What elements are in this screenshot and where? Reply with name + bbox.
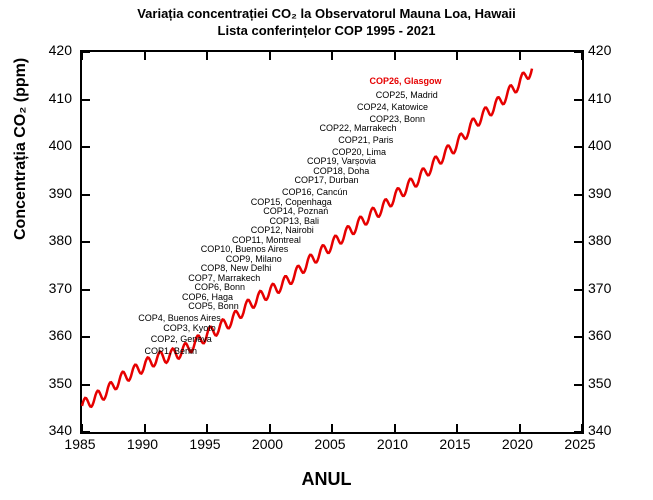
y-tick-label-right: 420 [588, 42, 628, 58]
cop-annotation: COP20, Lima [332, 147, 386, 157]
y-tick-label-right: 390 [588, 185, 628, 201]
y-tick-label: 350 [32, 375, 72, 391]
y-tick-label-right: 410 [588, 90, 628, 106]
y-tick-label-right: 360 [588, 327, 628, 343]
cop-annotation: COP22, Marrakech [320, 123, 397, 133]
cop-annotation: COP26, Glasgow [370, 76, 442, 86]
x-tick-label: 1995 [189, 436, 220, 452]
cop-annotation: COP14, Poznań [263, 206, 328, 216]
cop-annotation: COP7, Marrakech [188, 273, 260, 283]
y-tick-label: 390 [32, 185, 72, 201]
x-tick-label: 1985 [64, 436, 95, 452]
x-axis-label: ANUL [302, 469, 352, 490]
y-tick-label: 380 [32, 232, 72, 248]
cop-annotation: COP5, Bonn [188, 301, 239, 311]
x-tick-label: 2015 [439, 436, 470, 452]
plot-area: COP1, Berlin COP2, GenevaCOP3, KyotoCOP4,… [80, 50, 584, 434]
cop-annotation: COP21, Paris [338, 135, 393, 145]
cop-annotation: COP16, Cancún [282, 187, 348, 197]
cop-annotation: COP1, Berlin [145, 346, 198, 356]
cop-annotation: COP18, Doha [313, 166, 369, 176]
y-tick-label: 420 [32, 42, 72, 58]
y-tick-label-right: 370 [588, 280, 628, 296]
cop-annotation: COP6, Bonn [195, 282, 246, 292]
title-line-1: Variația concentrației CO₂ la Observator… [0, 6, 653, 23]
chart-container: Variația concentrației CO₂ la Observator… [0, 0, 653, 500]
chart-title: Variația concentrației CO₂ la Observator… [0, 0, 653, 40]
cop-annotation: COP3, Kyoto [163, 323, 216, 333]
x-tick-label: 1990 [127, 436, 158, 452]
cop-annotation: COP8, New Delhi [201, 263, 272, 273]
x-tick-label: 2000 [252, 436, 283, 452]
cop-annotation: COP19, Varșovia [307, 156, 376, 166]
x-tick-label: 2025 [564, 436, 595, 452]
title-line-2: Lista conferințelor COP 1995 - 2021 [0, 23, 653, 40]
cop-annotation: COP10, Buenos Aires [201, 244, 289, 254]
y-tick-label: 360 [32, 327, 72, 343]
x-tick-label: 2010 [377, 436, 408, 452]
y-axis-label: Concentrația CO₂ (ppm) [12, 58, 30, 240]
cop-annotation: COP11, Montreal [232, 235, 301, 245]
cop-annotation: COP15, Copenhaga [251, 197, 332, 207]
co2-line-svg [82, 52, 582, 432]
y-tick-label-right: 400 [588, 137, 628, 153]
cop-annotation: COP6, Haga [182, 292, 233, 302]
y-tick-label: 400 [32, 137, 72, 153]
y-tick-label: 370 [32, 280, 72, 296]
cop-annotation: COP23, Bonn [370, 114, 426, 124]
x-tick-label: 2020 [502, 436, 533, 452]
cop-annotation: COP24, Katowice [357, 102, 428, 112]
cop-annotation: COP4, Buenos Aires [138, 313, 221, 323]
cop-annotation: COP13, Bali [270, 216, 320, 226]
cop-annotation: COP25, Madrid [376, 90, 438, 100]
y-tick-label-right: 380 [588, 232, 628, 248]
y-tick-label-right: 350 [588, 375, 628, 391]
cop-annotation: COP12, Nairobi [251, 225, 314, 235]
cop-annotation: COP9, Milano [226, 254, 282, 264]
cop-annotation: COP17, Durban [295, 175, 359, 185]
y-tick-label: 410 [32, 90, 72, 106]
cop-annotation: COP2, Geneva [151, 334, 212, 344]
x-tick-label: 2005 [314, 436, 345, 452]
